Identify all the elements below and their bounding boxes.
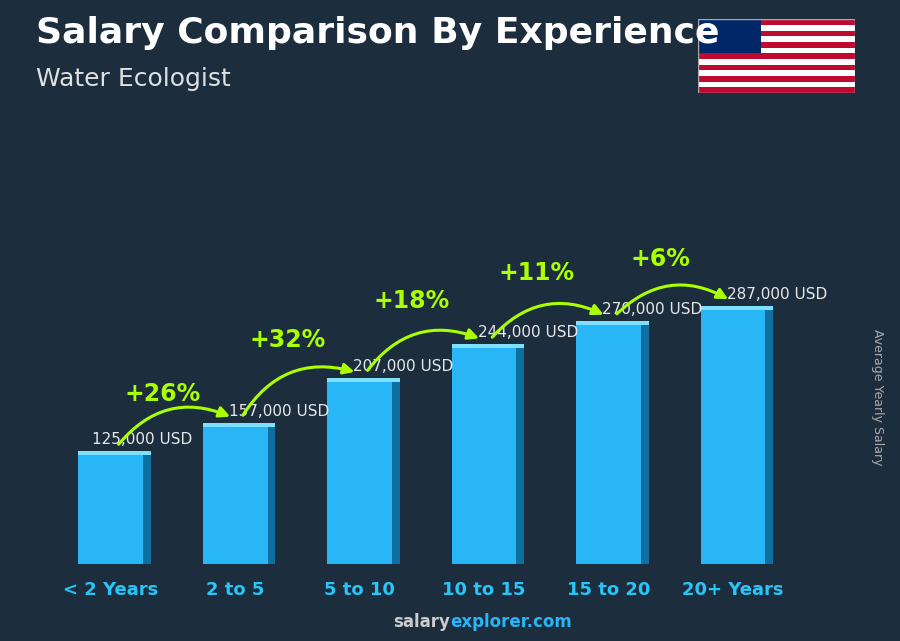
Text: +18%: +18% — [374, 288, 450, 313]
Text: +32%: +32% — [249, 328, 326, 353]
Bar — [698, 42, 855, 47]
Bar — [698, 31, 855, 37]
Text: explorer.com: explorer.com — [450, 613, 572, 631]
Bar — [701, 306, 773, 310]
Bar — [517, 344, 525, 564]
Text: 157,000 USD: 157,000 USD — [229, 404, 329, 419]
Bar — [576, 321, 641, 564]
Bar — [698, 65, 855, 71]
Bar — [328, 378, 392, 564]
Bar — [698, 76, 855, 81]
Bar — [143, 451, 151, 564]
Bar — [78, 451, 151, 456]
Bar — [641, 321, 649, 564]
Text: +6%: +6% — [631, 247, 691, 271]
Bar — [452, 344, 525, 348]
Bar — [698, 81, 855, 87]
Text: 207,000 USD: 207,000 USD — [354, 358, 454, 374]
Text: +26%: +26% — [125, 383, 201, 406]
Text: Average Yearly Salary: Average Yearly Salary — [871, 329, 884, 465]
Text: 270,000 USD: 270,000 USD — [602, 302, 703, 317]
Text: +11%: +11% — [499, 261, 574, 285]
Bar — [698, 53, 855, 59]
Bar — [698, 71, 855, 76]
Bar — [328, 378, 400, 381]
Bar — [698, 37, 855, 42]
Text: 125,000 USD: 125,000 USD — [92, 433, 193, 447]
Bar — [576, 321, 649, 325]
Text: salary: salary — [393, 613, 450, 631]
Bar — [701, 306, 766, 564]
Bar — [698, 19, 760, 53]
Bar — [267, 422, 275, 564]
Bar — [78, 451, 143, 564]
Bar — [698, 19, 855, 25]
Bar — [698, 59, 855, 65]
Bar — [698, 87, 855, 93]
Bar — [766, 306, 773, 564]
Text: 287,000 USD: 287,000 USD — [727, 287, 827, 301]
Text: 244,000 USD: 244,000 USD — [478, 325, 578, 340]
Bar — [698, 47, 855, 53]
Bar — [698, 25, 855, 31]
Bar — [392, 378, 400, 564]
Text: Water Ecologist: Water Ecologist — [36, 67, 230, 91]
Text: Salary Comparison By Experience: Salary Comparison By Experience — [36, 16, 719, 50]
Bar — [202, 422, 267, 564]
Bar — [452, 344, 517, 564]
Bar — [202, 422, 275, 427]
